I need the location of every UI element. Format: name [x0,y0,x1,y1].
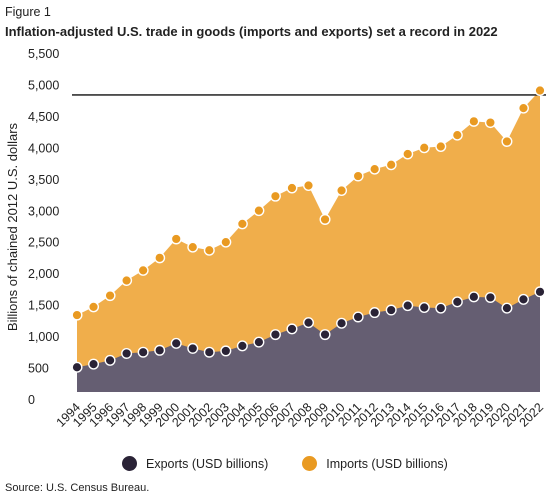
imports-point [203,244,215,256]
imports-point [220,236,232,248]
exports-point [451,296,463,308]
x-axis-ticks: 1994199519961997199819992000200120022003… [54,400,547,430]
imports-point [71,309,83,321]
exports-point [137,346,149,358]
legend-label-imports: Imports (USD billions) [326,456,448,471]
imports-point [187,241,199,253]
exports-point [203,346,215,358]
y-tick-label: 4,500 [28,110,59,124]
imports-point [468,115,480,127]
data-points-layer [71,84,546,373]
exports-point [154,344,166,356]
y-tick-label: 2,000 [28,267,59,281]
source-note: Source: U.S. Census Bureau. [5,482,150,494]
y-tick-label: 2,500 [28,236,59,250]
exports-swatch-icon [122,456,137,471]
exports-point [286,323,298,335]
exports-point [534,286,546,298]
imports-point [170,233,182,245]
area-layer [77,90,540,392]
y-tick-label: 3,500 [28,173,59,187]
y-tick-label: 3,000 [28,204,59,218]
exports-point [468,291,480,303]
imports-point [303,179,315,191]
imports-point [352,170,364,182]
legend-item-exports[interactable]: Exports (USD billions) [122,456,268,471]
y-tick-label: 5,500 [28,47,59,61]
exports-point [121,347,133,359]
exports-point [402,300,414,312]
exports-point [170,337,182,349]
y-tick-label: 1,500 [28,299,59,313]
imports-point [369,163,381,175]
y-axis-title: Billions of chained 2012 U.S. dollars [5,122,20,331]
imports-point [517,102,529,114]
y-tick-label: 500 [28,362,49,376]
imports-point [534,84,546,96]
exports-point [236,340,248,352]
y-axis-ticks: 0 500 1,000 1,500 2,000 2,500 3,000 3,500 4,000 4… [28,47,59,407]
imports-point [88,301,100,313]
y-tick-label: 5,000 [28,78,59,92]
exports-point [220,345,232,357]
imports-point [418,142,430,154]
exports-point [501,302,513,314]
exports-point [385,304,397,316]
exports-point [303,317,315,329]
exports-point [352,311,364,323]
imports-point [336,185,348,197]
imports-point [286,182,298,194]
legend-item-imports[interactable]: Imports (USD billions) [302,456,448,471]
exports-point [484,291,496,303]
imports-point [435,140,447,152]
legend-label-exports: Exports (USD billions) [146,456,269,471]
imports-point [269,190,281,202]
imports-point [451,129,463,141]
exports-point [369,307,381,319]
legend: Exports (USD billions) Imports (USD bill… [122,456,448,471]
imports-point [319,213,331,225]
imports-point [385,159,397,171]
y-tick-label: 1,000 [28,330,59,344]
imports-point [236,218,248,230]
trade-area-chart: 0 500 1,000 1,500 2,000 2,500 3,000 3,500 4,000 4… [5,47,547,430]
exports-point [336,317,348,329]
imports-point [121,274,133,286]
exports-point [517,293,529,305]
imports-swatch-icon [302,456,318,471]
y-tick-label: 0 [28,393,35,407]
exports-point [418,302,430,314]
exports-point [187,342,199,354]
imports-point [154,252,166,264]
imports-point [402,148,414,160]
exports-point [253,336,265,348]
imports-point [137,264,149,276]
exports-area [77,291,540,392]
exports-point [435,302,447,314]
imports-point [484,117,496,129]
imports-point [253,205,265,217]
exports-point [269,329,281,341]
exports-point [88,358,100,370]
y-tick-label: 4,000 [28,141,59,155]
imports-point [501,135,513,147]
figure-label: Figure 1 [5,5,51,19]
exports-point [319,329,331,341]
exports-point [71,361,83,373]
imports-point [104,290,116,302]
exports-point [104,354,116,366]
chart-title: Inflation-adjusted U.S. trade in goods (… [5,24,498,39]
